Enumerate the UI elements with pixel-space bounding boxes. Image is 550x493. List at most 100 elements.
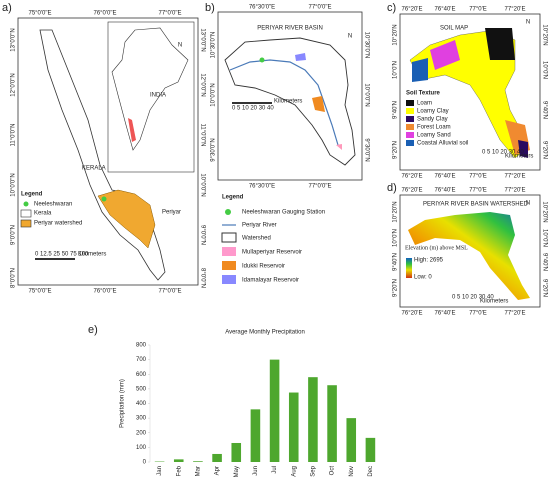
coord-label: 10°0'0"N (199, 173, 205, 196)
legend-title: Soil Texture (406, 91, 441, 97)
legend-title: Elevation (m) above MSL (405, 244, 468, 251)
legend-label: Forest Loam (417, 125, 451, 131)
legend-swatch (23, 201, 29, 207)
legend-swatch (222, 261, 236, 270)
soil-alluvial (412, 58, 428, 82)
kerala-highlight (128, 118, 136, 142)
coord-label: 10°0'N (393, 229, 399, 247)
legend-swatch (406, 140, 414, 146)
place-label: Periyar (162, 210, 181, 216)
y-tick-label: 800 (136, 343, 147, 349)
legend-title: Legend (222, 195, 244, 201)
bar (288, 392, 299, 462)
legend-label: Kerala (34, 211, 52, 217)
coord-label: 75°0'0"E (28, 289, 51, 295)
coord-label: 9°20'N (393, 279, 399, 297)
legend-swatch (406, 108, 414, 114)
y-tick-label: 700 (136, 357, 147, 363)
legend-label: Neeleshwaran Gauging Station (242, 210, 325, 216)
coord-label: 76°40'E (435, 188, 456, 194)
legend-swatch (406, 116, 414, 122)
coord-label: 10°0'N (541, 61, 547, 79)
x-tick-label: Aug (291, 466, 297, 477)
map-title: SOIL MAP (440, 26, 468, 32)
coord-label: 9°40'N (541, 253, 547, 271)
coord-label: 76°20'E (402, 311, 423, 317)
y-tick-label: 600 (136, 372, 147, 378)
coord-label: 77°0'E (469, 188, 487, 194)
idamalayar-reservoir (295, 53, 306, 61)
legend-swatch (222, 275, 236, 284)
coord-label: 10°20'N (393, 24, 399, 45)
legend-label: Mullaperiyar Reservoir (242, 250, 302, 256)
legend-swatch (406, 100, 414, 106)
periyar-watershed (97, 189, 156, 249)
x-tick-label: Sep (310, 465, 316, 476)
coord-label: 10°0'N (393, 61, 399, 79)
legend-swatch (406, 124, 414, 130)
north-arrow: N (178, 43, 182, 49)
river (229, 59, 339, 146)
soil-loam (485, 28, 515, 60)
coord-label: 9°20'N (541, 279, 547, 297)
x-tick-label: Nov (349, 466, 355, 477)
bar (250, 409, 261, 462)
soil-sandy-clay (518, 140, 528, 158)
y-tick-label: 100 (136, 445, 147, 451)
coord-label: 9°40'N (541, 101, 547, 119)
bar (365, 437, 376, 462)
scale-label: 0 5 10 20 30 40 (482, 150, 524, 156)
coord-label: 10°20'N (541, 24, 547, 45)
coord-label: 77°20'E (505, 174, 526, 180)
coord-label: 76°40'E (435, 311, 456, 317)
scale-bar (232, 102, 272, 104)
bar (308, 377, 318, 462)
north-arrow: N (526, 20, 530, 26)
coord-label: 10°0'0"N (363, 83, 369, 106)
legend-label: Periyar watershed (34, 221, 82, 227)
soil-loamy-sand (430, 40, 460, 70)
north-arrow: N (526, 201, 530, 207)
coord-label: 77°20'E (505, 311, 526, 317)
bar (327, 385, 337, 462)
coord-label: 76°0'0"E (93, 289, 116, 295)
coord-label: 9°40'N (393, 101, 399, 119)
coord-label: 12°0'0"N (11, 73, 17, 96)
x-tick-label: Apr (215, 466, 221, 475)
panel-label: c) (387, 2, 396, 14)
legend-label: Loam (417, 101, 432, 107)
place-label: INDIA (150, 93, 166, 99)
elevation (408, 212, 530, 300)
y-tick-label: 200 (136, 430, 147, 436)
bar (173, 459, 184, 462)
coord-label: 76°30'0"E (249, 184, 275, 190)
x-tick-label: Oct (330, 466, 336, 476)
map-title: PERIYAR RIVER BASIN WATERSHED (423, 202, 529, 208)
coord-label: 9°0'0"N (199, 225, 205, 245)
coord-label: 11°0'0"N (199, 124, 205, 147)
mullaperiyar-reservoir (336, 144, 342, 150)
panel-label: a) (2, 2, 12, 14)
scale-label: Kilometers (505, 154, 533, 160)
coord-label: 77°0'0"E (158, 11, 181, 17)
x-tick-label: Feb (176, 465, 182, 476)
y-tick-label: 400 (136, 401, 147, 407)
x-tick-label: Dec (368, 466, 374, 477)
map-title: PERIYAR RIVER BASIN (257, 26, 323, 32)
legend-label: Low: 0 (414, 275, 432, 281)
panel-label: b) (205, 2, 215, 14)
y-tick-label: 500 (136, 386, 147, 392)
scale-label: Kilometers (480, 299, 508, 305)
legend-label: Periyar River (242, 223, 277, 229)
x-tick-label: Jan (157, 466, 163, 476)
y-axis-label: Precipitation (mm) (120, 379, 126, 428)
coord-label: 76°40'E (435, 174, 456, 180)
x-tick-label: May (234, 466, 240, 477)
legend-swatch (20, 219, 32, 228)
y-tick-label: 0 (143, 460, 147, 466)
place-label: KERALA (82, 166, 106, 172)
gauging-station (101, 196, 107, 202)
bar (346, 418, 357, 462)
legend-label: Loamy Sand (417, 133, 451, 139)
